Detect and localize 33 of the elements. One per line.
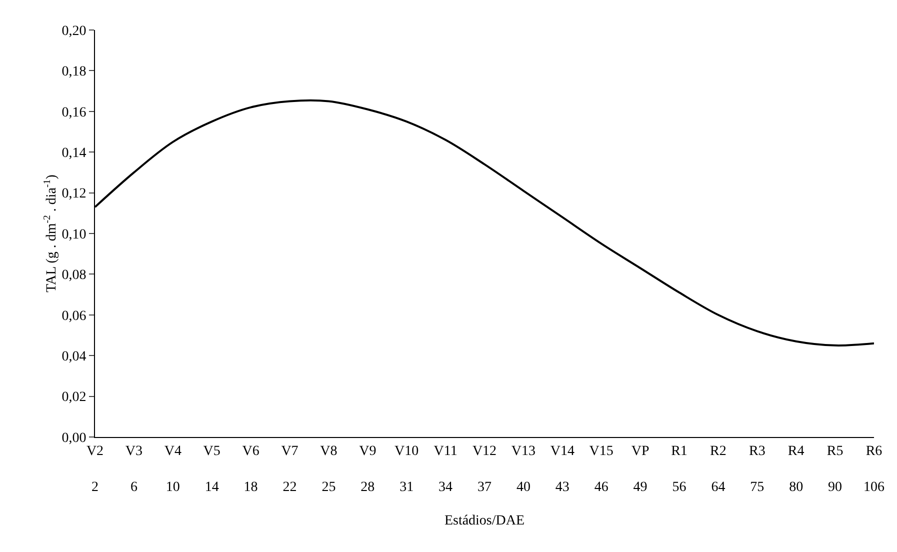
category-label: V12 37 — [472, 444, 497, 496]
category-label: R4 80 — [788, 444, 804, 496]
category-label: VP 49 — [631, 444, 650, 496]
category-label: R2 64 — [710, 444, 726, 496]
category-label: R3 75 — [748, 444, 766, 496]
y-tick-label: 0,16 — [62, 105, 86, 120]
category-label: V3 6 — [125, 444, 143, 496]
category-label: V8 25 — [320, 444, 338, 496]
category-label: V2 2 — [86, 444, 104, 496]
category-label: V6 18 — [242, 444, 260, 496]
category-label: V10 31 — [394, 444, 419, 496]
y-tick-label: 0,06 — [62, 308, 86, 324]
y-tick-label: 0,18 — [62, 64, 86, 80]
y-tick-label: 0,08 — [62, 268, 86, 284]
y-tick-label: 0,14 — [62, 146, 86, 161]
y-tick-label: 0,00 — [62, 430, 86, 446]
category-label: V5 14 — [203, 444, 220, 496]
category-label: V13 40 — [511, 444, 536, 496]
y-tick-label: 0,02 — [62, 390, 86, 406]
y-tick-label: 0,12 — [62, 186, 86, 202]
category-label: V14 43 — [550, 444, 574, 496]
y-tick-label: 0,10 — [62, 227, 86, 242]
category-label: V7 22 — [281, 444, 298, 496]
category-label: R1 56 — [671, 444, 688, 496]
y-tick-label: 0,20 — [62, 24, 86, 39]
category-label: V11 34 — [434, 444, 458, 496]
category-label: V15 46 — [589, 444, 614, 496]
y-tick-label: 0,04 — [62, 350, 86, 364]
x-axis-title: Estádios/DAE — [444, 514, 525, 528]
category-label: V9 28 — [359, 444, 376, 496]
category-label: R5 90 — [826, 444, 844, 496]
category-label: R6 106 — [864, 444, 884, 496]
category-label: V4 10 — [164, 444, 182, 496]
